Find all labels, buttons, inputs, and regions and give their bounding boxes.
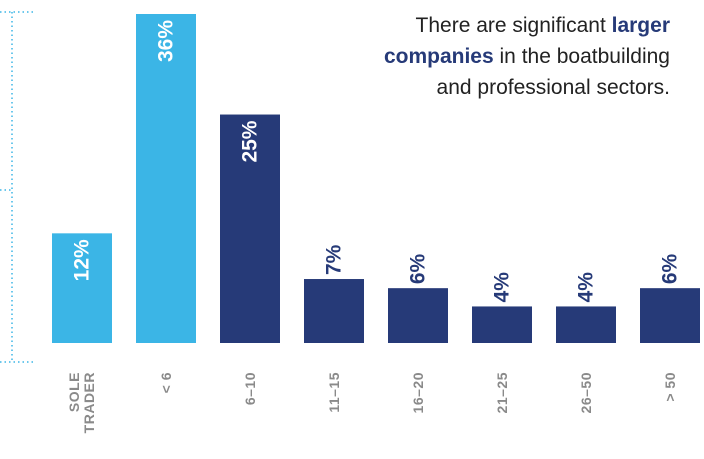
x-tick-label: 11–15 (325, 372, 342, 413)
x-tick-label: > 50 (661, 372, 678, 402)
x-tick-label: SOLE TRADER (66, 371, 97, 434)
bar (52, 233, 112, 343)
annotation-text: in the boatbuilding and professional sec… (436, 45, 670, 99)
value-label: 36% (155, 20, 178, 62)
value-label: 12% (71, 239, 94, 281)
bar (472, 306, 532, 343)
annotation-bold: larger companies (383, 14, 670, 68)
axis-decoration (0, 11, 34, 363)
x-tick-label: 16–20 (409, 372, 426, 414)
value-label: 4% (575, 272, 598, 303)
bar (220, 114, 280, 344)
x-tick-label: < 6 (157, 372, 174, 394)
value-label: 7% (323, 244, 346, 275)
value-label: 4% (491, 272, 514, 303)
value-label: 25% (239, 120, 262, 162)
bar (388, 288, 448, 343)
annotation-text: There are significant (415, 14, 606, 37)
bar (556, 306, 616, 343)
x-tick-label: 6–10 (241, 372, 258, 406)
bar (640, 288, 700, 343)
annotation: There are significant larger companies i… (380, 10, 670, 103)
value-label: 6% (659, 253, 682, 284)
bar (136, 14, 196, 343)
value-label: 6% (407, 253, 430, 284)
x-tick-label: 26–50 (577, 372, 594, 414)
x-tick-label: 21–25 (493, 372, 510, 414)
bar (304, 279, 364, 343)
